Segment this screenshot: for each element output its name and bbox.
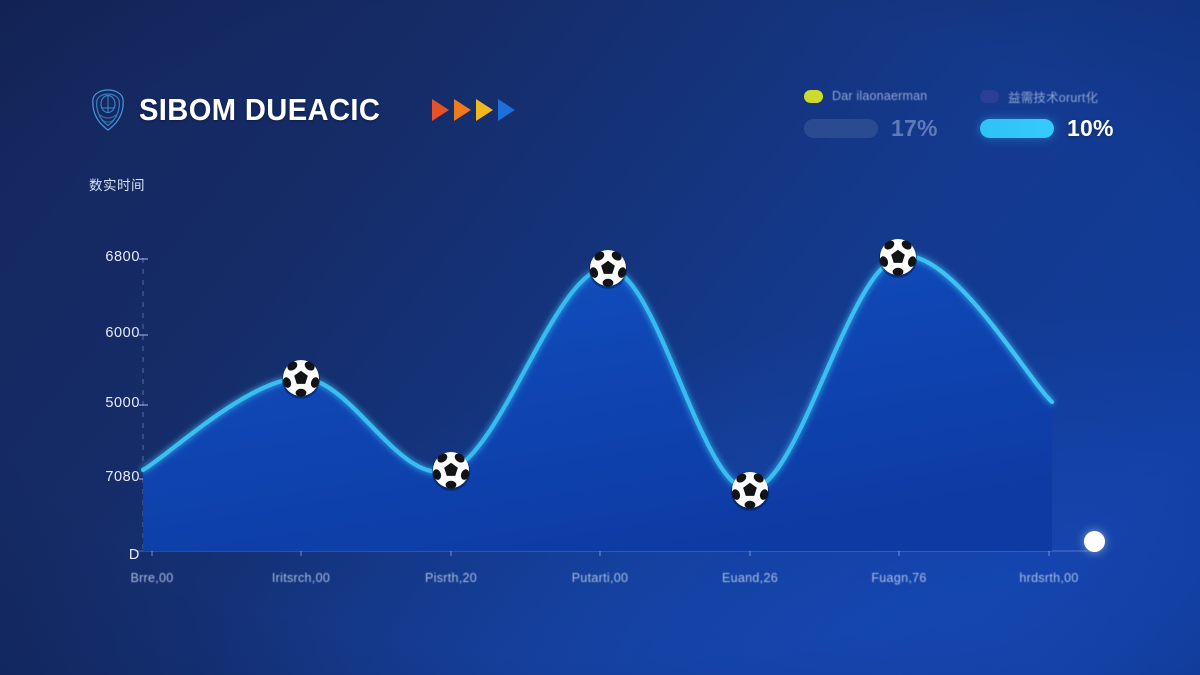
play-arrow-icon [497,99,515,121]
brand-title: SIBOM DUEACIC [139,92,381,127]
y-axis-tick-label: D [128,547,140,563]
legend-progress-bar [980,119,1054,138]
arrow-group [431,99,515,121]
play-arrow-icon [475,99,493,121]
legend-stat-row: 10% [980,115,1122,142]
legend-stat-head: 益需技术orurt化 [980,86,1122,106]
y-axis-labels: 6800 6000 5000 7080 D [82,0,140,675]
x-axis-tick-label: Pisrth,20 [424,571,478,585]
header: SIBOM DUEACIC Dar ilaonaerman 17% [0,0,1200,165]
legend-stat-value: 17% [891,115,938,141]
play-arrow-icon [431,99,449,121]
soccer-ball-marker-icon[interactable] [431,452,471,491]
y-axis-tick-label: 7080 [105,469,140,485]
legend-progress-bar [804,119,878,138]
legend-stat-head: Dar ilaonaerman [804,86,946,106]
play-arrow-icon [453,99,471,121]
legend-stat-label: 益需技术orurt化 [1008,90,1099,105]
x-axis-tick-label: Iritsrch,00 [271,571,331,585]
legend-swatch-icon [980,89,999,103]
soccer-ball-marker-icon[interactable] [730,472,770,511]
marker-group [281,239,918,511]
x-axis-tick-label: hrdsrth,00 [1019,571,1079,585]
white-dot-marker-icon[interactable] [1083,530,1105,552]
y-axis-tick-label: 6800 [105,249,140,265]
shield-emblem-icon [92,89,124,131]
y-axis-tick-label: 5000 [105,395,140,411]
x-axis-tick-label: Putarti,00 [571,571,629,585]
soccer-ball-marker-icon[interactable] [588,250,628,289]
soccer-ball-marker-icon[interactable] [281,360,321,399]
legend-stat-label: Dar ilaonaerman [832,89,928,103]
x-axis-tick-label: Fuagn,76 [871,571,927,585]
legend-stat-item[interactable]: Dar ilaonaerman 17% [804,86,946,142]
brand: SIBOM DUEACIC [88,84,515,136]
x-axis-tick-label: Brre,00 [130,571,174,585]
legend-swatch-icon [804,89,823,103]
legend-stat-item[interactable]: 益需技术orurt化 10% [980,86,1122,142]
legend-stats: Dar ilaonaerman 17% 益需技术orurt化 10% [804,86,1122,142]
legend-stat-value: 10% [1067,115,1114,141]
legend-stat-row: 17% [804,115,946,142]
x-axis-tick-label: Euand,26 [722,571,778,585]
soccer-ball-marker-icon[interactable] [878,239,918,278]
y-axis-tick-label: 6000 [105,325,140,341]
area-fill [143,255,1052,551]
chart-axis-title: 数实时间 [89,178,145,193]
